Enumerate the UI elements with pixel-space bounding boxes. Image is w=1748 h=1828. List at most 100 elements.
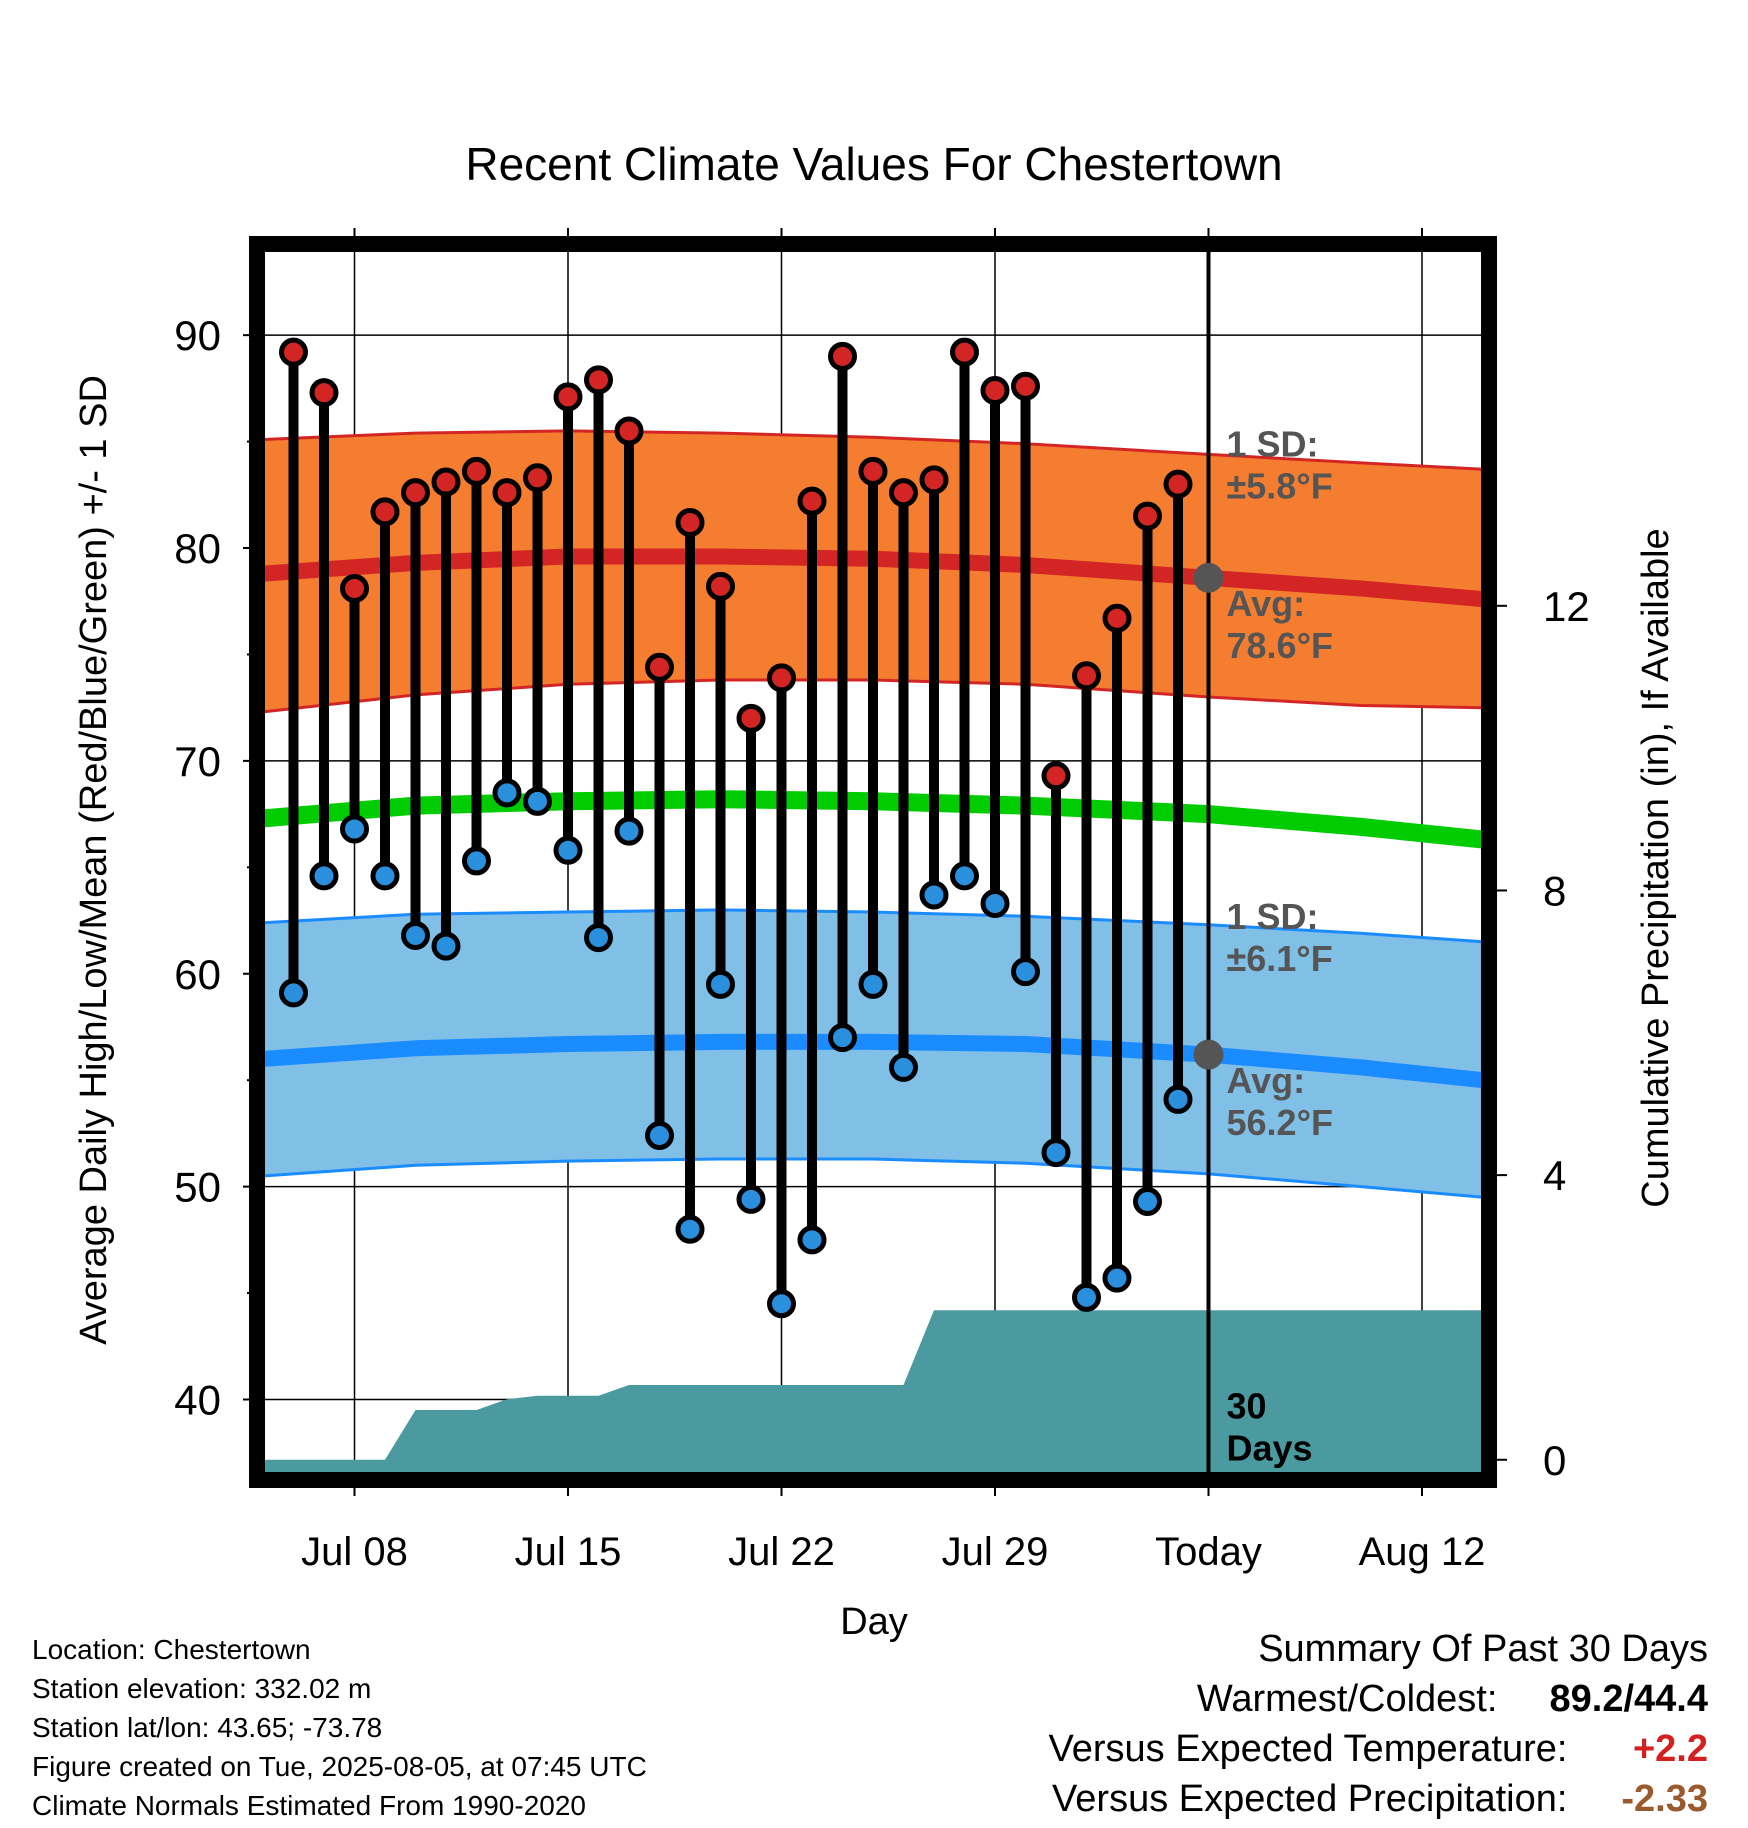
daily-high-marker — [645, 652, 674, 682]
y-tick-label: 40 — [174, 1376, 221, 1423]
daily-low-marker — [675, 1214, 705, 1244]
daily-high-marker — [980, 375, 1010, 405]
daily-low-marker — [919, 880, 949, 910]
daily-high-marker — [1102, 603, 1132, 633]
daily-high-marker — [309, 378, 339, 408]
precip-value: -2.33 — [1621, 1778, 1708, 1820]
daily-high-marker — [431, 467, 461, 497]
daily-low-marker — [645, 1121, 674, 1151]
daily-low-marker — [1102, 1263, 1132, 1293]
daily-high-marker — [340, 573, 369, 603]
daily-high-marker — [858, 456, 888, 486]
latlon-text: Station lat/lon: 43.65; -73.78 — [32, 1712, 383, 1743]
summary-precip: Versus Expected Precipitation: -2.33 — [1049, 1774, 1708, 1824]
low-lower-sd-line — [263, 1157, 1483, 1199]
daily-high-marker — [370, 497, 400, 527]
y2-tick-label: 12 — [1543, 583, 1590, 630]
daily-low-marker — [431, 931, 461, 961]
daily-low-marker — [797, 1225, 827, 1255]
cumulative-precip-area — [263, 1310, 1483, 1474]
y-tick-label: 60 — [174, 951, 221, 998]
daily-low-marker — [340, 814, 369, 844]
daily-low-marker — [279, 978, 308, 1008]
daily-low-marker — [1163, 1084, 1193, 1114]
low-sd-annotation-line1: 1 SD: — [1227, 896, 1319, 937]
summary-heading: Summary Of Past 30 Days — [1258, 1628, 1708, 1670]
daily-high-marker — [584, 365, 613, 395]
daily-high-marker — [1041, 761, 1071, 791]
x-tick-label: Jul 15 — [515, 1530, 622, 1574]
elevation-text: Station elevation: 332.02 m — [32, 1673, 372, 1704]
daily-low-marker — [1072, 1282, 1101, 1312]
warm-cold-value: 89.2/44.4 — [1549, 1678, 1708, 1720]
daily-high-marker — [523, 463, 552, 493]
high-upper-sd-line — [263, 429, 1483, 471]
daily-low-marker — [553, 835, 583, 865]
daily-low-marker — [462, 846, 491, 876]
x-tick-label: Jul 22 — [728, 1530, 835, 1574]
daily-high-marker — [1133, 501, 1162, 531]
daily-high-marker — [1072, 661, 1101, 691]
daily-high-marker — [797, 486, 827, 516]
y-tick-label: 70 — [174, 738, 221, 785]
y2-axis-label: Cumulative Precipitation (in), If Availa… — [1635, 528, 1677, 1207]
daily-high-marker — [1011, 371, 1040, 401]
precip-label: Versus Expected Precipitation: — [1052, 1778, 1568, 1820]
location-text: Location: Chestertown — [32, 1634, 311, 1665]
daily-high-marker — [401, 478, 430, 508]
station-info: Location: Chestertown Station elevation:… — [32, 1630, 647, 1825]
daily-high-marker — [706, 571, 735, 601]
daily-bars — [279, 337, 1193, 1319]
daily-high-marker — [736, 703, 766, 733]
summary-panel: Summary Of Past 30 Days Warmest/Coldest:… — [1049, 1624, 1708, 1824]
plot-frame — [249, 236, 1497, 1488]
daily-low-marker — [614, 816, 644, 846]
temp-value: +2.2 — [1632, 1728, 1708, 1770]
high-sd-annotation-line2: ±5.8°F — [1227, 465, 1333, 506]
low-avg-line — [263, 1033, 1483, 1089]
daily-low-marker — [492, 778, 522, 808]
daily-low-marker — [767, 1289, 796, 1319]
x-axis-label: Day — [840, 1601, 908, 1643]
axes-overlay: 40 50 60 70 80 90 0 4 8 12 Jul 08 Jul 15 Jul 22 Jul 2… — [174, 228, 1590, 1574]
daily-high-marker — [492, 478, 522, 508]
today-low-avg-dot — [1193, 1039, 1224, 1070]
daily-low-marker — [1041, 1138, 1071, 1168]
high-sd-annotation-line1: 1 SD: — [1227, 423, 1319, 464]
daily-high-marker — [279, 337, 308, 367]
normals-text: Climate Normals Estimated From 1990-2020 — [32, 1790, 586, 1821]
daily-high-marker — [675, 507, 705, 537]
y-tick-label: 90 — [174, 312, 221, 359]
daily-high-marker — [462, 456, 491, 486]
daily-low-marker — [370, 861, 400, 891]
y2-tick-label: 0 — [1543, 1437, 1566, 1484]
high-avg-annotation-line2: 78.6°F — [1227, 625, 1333, 666]
summary-temp: Versus Expected Temperature: +2.2 — [1049, 1724, 1708, 1774]
daily-high-marker — [889, 478, 918, 508]
daily-low-marker — [1133, 1187, 1162, 1217]
daily-high-marker — [553, 382, 583, 412]
y-axis-label: Average Daily High/Low/Mean (Red/Blue/Gr… — [73, 375, 115, 1345]
temp-label: Versus Expected Temperature: — [1048, 1728, 1568, 1770]
daily-high-marker — [919, 465, 949, 495]
daily-low-marker — [736, 1184, 766, 1214]
y-tick-label: 50 — [174, 1164, 221, 1211]
x-tick-label: Jul 29 — [942, 1530, 1049, 1574]
summary-warm-cold: Warmest/Coldest: 89.2/44.4 — [1049, 1674, 1708, 1724]
low-avg-annotation-line1: Avg: — [1227, 1060, 1306, 1101]
warm-cold-label: Warmest/Coldest: — [1196, 1678, 1498, 1720]
daily-low-marker — [401, 920, 430, 950]
daily-low-marker — [889, 1052, 918, 1082]
daily-low-marker — [584, 923, 613, 953]
daily-low-marker — [858, 969, 888, 999]
daily-high-marker — [950, 337, 979, 367]
daily-low-marker — [706, 969, 735, 999]
daily-low-marker — [1011, 957, 1040, 987]
x-tick-label: Today — [1155, 1530, 1262, 1574]
daily-low-marker — [523, 786, 552, 816]
high-avg-annotation-line1: Avg: — [1227, 583, 1306, 624]
precip-annotation-line2: Days — [1227, 1428, 1313, 1469]
x-tick-label: Aug 12 — [1359, 1530, 1486, 1574]
